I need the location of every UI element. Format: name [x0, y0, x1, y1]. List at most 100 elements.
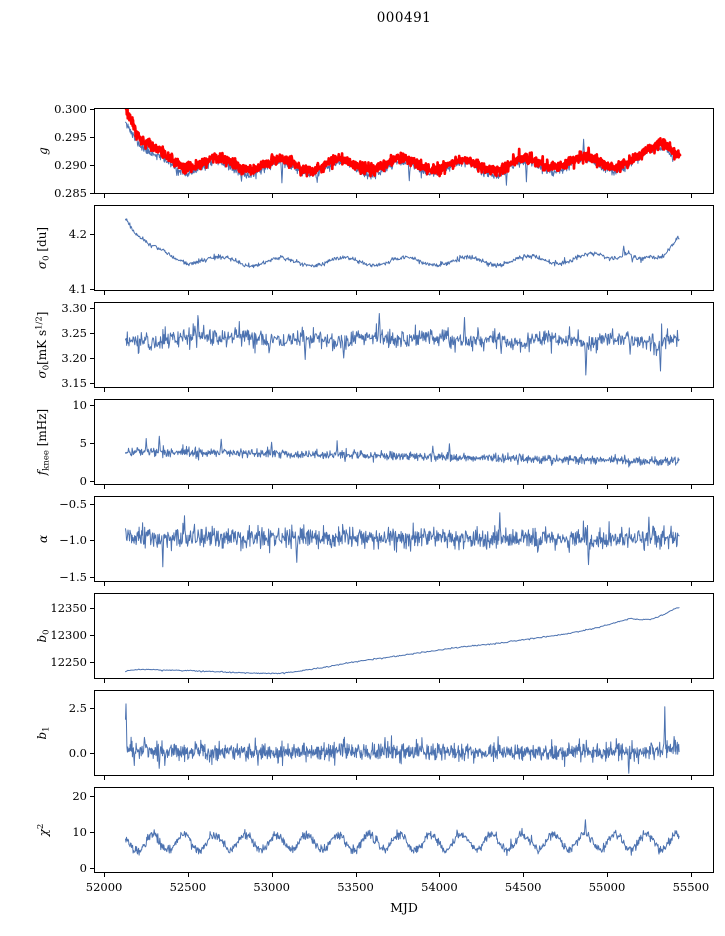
series-sigma0-mK-line	[125, 313, 680, 376]
y-axis-label-segment: σ	[35, 370, 49, 379]
x-tick	[188, 194, 189, 198]
x-tick	[691, 582, 692, 586]
y-tick	[90, 289, 94, 290]
series-b0-line	[125, 607, 680, 675]
subplot-sigma0-mK	[94, 302, 714, 388]
x-tick	[607, 776, 608, 780]
y-axis-label-sigma0-mK: σ0[mK s1/2]	[35, 312, 52, 379]
x-tick	[439, 291, 440, 295]
x-tick	[188, 291, 189, 295]
x-tick	[188, 485, 189, 489]
y-axis-label-segment: σ	[34, 260, 49, 270]
y-axis-label-b0: b0	[35, 629, 52, 642]
x-tick	[607, 291, 608, 295]
series-sigma0-du-line	[125, 218, 680, 269]
y-tick-label: 0.300	[54, 102, 87, 116]
y-axis-label-segment: b	[34, 731, 49, 740]
y-tick-label: 3.20	[61, 351, 87, 365]
x-tick	[356, 194, 357, 198]
y-axis-label-b1: b1	[35, 726, 52, 739]
x-tick	[523, 194, 524, 198]
y-tick	[90, 109, 94, 110]
y-tick	[90, 608, 94, 609]
x-tick	[691, 291, 692, 295]
x-tick	[104, 776, 105, 780]
y-axis-label-segment: f	[34, 470, 49, 476]
subplot-g	[94, 108, 714, 194]
y-tick	[90, 540, 94, 541]
y-axis-label-sigma0-du: σ0 [du]	[35, 227, 52, 269]
x-tick	[607, 582, 608, 586]
y-tick-label: 0.295	[54, 130, 87, 144]
x-tick	[691, 388, 692, 392]
y-tick-label: 0.290	[54, 158, 87, 172]
y-tick	[90, 333, 94, 334]
x-tick	[104, 388, 105, 392]
x-tick	[607, 194, 608, 198]
x-tick	[439, 388, 440, 392]
x-tick	[356, 582, 357, 586]
series-chi2-line	[125, 819, 680, 856]
x-tick	[356, 485, 357, 489]
x-tick-label: 54500	[504, 880, 542, 894]
x-tick	[272, 291, 273, 295]
x-tick	[523, 291, 524, 295]
subplot-sigma0-mK-canvas	[125, 313, 680, 376]
y-tick-label: 0.285	[54, 186, 87, 200]
x-tick	[188, 873, 189, 877]
y-tick-label: 3.25	[61, 326, 87, 340]
y-axis-label-segment: α	[36, 534, 50, 544]
x-tick	[439, 582, 440, 586]
y-tick-label: 12250	[50, 654, 87, 669]
y-axis-label-chi2: χ2	[36, 824, 51, 837]
x-tick	[439, 679, 440, 683]
subplot-chi2	[94, 787, 714, 873]
x-tick	[607, 679, 608, 683]
y-tick	[90, 137, 94, 138]
y-tick-label: −1.0	[59, 533, 87, 548]
y-tick	[90, 165, 94, 166]
x-tick	[272, 776, 273, 780]
y-tick	[90, 383, 94, 384]
subplot-b0	[94, 593, 714, 679]
y-axis-label-segment: 0	[41, 364, 52, 371]
x-tick-label: 53000	[253, 880, 290, 894]
x-tick	[272, 388, 273, 392]
y-tick	[90, 193, 94, 194]
x-tick-label: 55000	[588, 880, 626, 894]
series-f-knee-line	[125, 435, 680, 468]
y-axis-label-segment: 2	[35, 823, 46, 830]
y-tick-label: 4.2	[68, 227, 87, 241]
figure-title: 000491	[376, 10, 432, 26]
x-tick	[691, 679, 692, 683]
x-tick	[523, 679, 524, 683]
x-tick	[272, 873, 273, 877]
y-axis-label-segment: g	[36, 147, 50, 155]
y-tick	[90, 868, 94, 869]
x-tick	[104, 873, 105, 877]
y-axis-label-g: g	[36, 147, 50, 155]
x-tick-label: 54000	[421, 880, 458, 894]
subplot-f-knee	[94, 399, 714, 485]
series-alpha-line	[125, 512, 680, 568]
subplot-chi2-canvas	[125, 819, 680, 856]
x-tick	[104, 194, 105, 198]
x-tick	[523, 582, 524, 586]
y-tick-label: 12350	[50, 601, 87, 616]
y-tick	[90, 234, 94, 235]
x-tick-label: 53500	[337, 880, 374, 894]
x-tick	[272, 194, 273, 198]
y-axis-label-segment: [du]	[34, 226, 49, 256]
subplot-g-canvas	[124, 109, 682, 186]
x-tick	[356, 388, 357, 392]
x-tick	[439, 873, 440, 877]
y-axis-label-segment: 0	[41, 629, 52, 635]
x-tick	[104, 582, 105, 586]
series-b1-line	[125, 703, 680, 774]
y-tick-label: 12300	[50, 627, 87, 642]
x-tick	[691, 485, 692, 489]
x-tick	[356, 776, 357, 780]
y-tick	[90, 443, 94, 444]
y-tick	[90, 504, 94, 505]
